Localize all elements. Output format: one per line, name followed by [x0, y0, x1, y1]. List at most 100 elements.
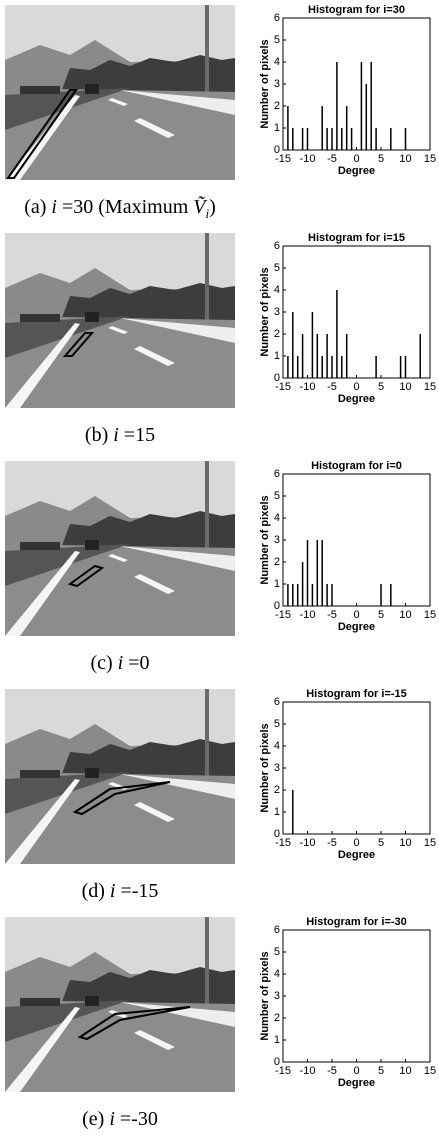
x-tick-label: 10	[399, 1065, 411, 1077]
chart-title: Histogram for i=0	[311, 460, 402, 472]
x-axis-label: Degree	[338, 165, 375, 177]
y-tick-label: 4	[274, 968, 280, 980]
caption-part: (d)	[82, 880, 110, 902]
x-tick-label: -15	[275, 1065, 291, 1077]
x-tick-label: 15	[424, 1065, 436, 1077]
road-photo	[5, 233, 235, 408]
y-tick-label: 3	[274, 990, 280, 1002]
road-photo	[5, 461, 235, 636]
y-tick-label: 3	[274, 534, 280, 546]
y-tick-label: 5	[274, 718, 280, 730]
chart-title: Histogram for i=15	[308, 232, 405, 244]
y-axis-label: Number of pixels	[259, 723, 271, 812]
y-tick-label: 4	[274, 512, 280, 524]
caption-part: (a)	[24, 196, 51, 218]
plot-frame	[282, 245, 431, 379]
y-axis-label: Number of pixels	[259, 951, 271, 1040]
caption-part: =-30	[115, 1108, 158, 1130]
caption-part: Ṽ	[193, 194, 208, 218]
y-tick-label: 1	[274, 578, 280, 590]
x-axis-label: Degree	[338, 393, 375, 405]
caption-part: i	[110, 880, 116, 902]
x-tick-label: -15	[275, 381, 291, 393]
y-tick-label: 1	[274, 1034, 280, 1046]
y-tick-label: 5	[274, 34, 280, 46]
road-photo	[5, 917, 235, 1092]
x-tick-label: 10	[399, 381, 411, 393]
x-tick-label: -15	[275, 837, 291, 849]
x-tick-label: 0	[353, 609, 359, 621]
panel: Histogram for i=15 0 1 2 3 4 5 6 -15 -10 -5 0 5 10 15 D…	[85, 232, 436, 446]
panel: Histogram for i=30 0 1 2 3 4 5 6 -15 -10 -5 0 5 10 15 D…	[24, 4, 436, 222]
y-axis-label: Number of pixels	[259, 267, 271, 356]
x-tick-label: 5	[378, 381, 384, 393]
caption-part: =0	[123, 652, 149, 674]
y-tick-label: 6	[274, 240, 280, 252]
plot-frame	[282, 701, 431, 835]
y-tick-label: 3	[274, 762, 280, 774]
y-tick-label: 6	[274, 12, 280, 24]
x-tick-label: -5	[327, 837, 337, 849]
y-tick-label: 6	[274, 468, 280, 480]
caption-part: i	[113, 424, 119, 446]
caption: (c) i =0	[90, 652, 149, 674]
y-tick-label: 2	[274, 1012, 280, 1024]
chart-title: Histogram for i=-15	[306, 688, 407, 700]
y-tick-label: 5	[274, 946, 280, 958]
x-tick-label: -10	[300, 1065, 316, 1077]
y-tick-label: 3	[274, 78, 280, 90]
road-photo	[5, 689, 235, 864]
y-tick-label: 1	[274, 122, 280, 134]
chart-title: Histogram for i=30	[308, 4, 405, 16]
caption-part: =-15	[115, 880, 158, 902]
caption-part: i	[118, 652, 124, 674]
plot-frame	[282, 929, 431, 1063]
x-axis-label: Degree	[338, 621, 375, 633]
caption-part: (b)	[85, 424, 113, 446]
x-tick-label: 15	[424, 609, 436, 621]
x-tick-label: -10	[300, 381, 316, 393]
panel: Histogram for i=-30 0 1 2 3 4 5 6 -15 -10 -5 0 5 10 15…	[82, 916, 436, 1130]
x-tick-label: -5	[327, 609, 337, 621]
road-photo	[5, 5, 235, 180]
x-tick-label: 15	[424, 837, 436, 849]
y-tick-label: 1	[274, 350, 280, 362]
x-tick-label: -5	[327, 381, 337, 393]
x-tick-label: 5	[378, 153, 384, 165]
x-tick-label: 5	[378, 837, 384, 849]
chart-title: Histogram for i=-30	[306, 916, 407, 928]
caption-part: (c)	[90, 652, 117, 674]
y-tick-label: 2	[274, 784, 280, 796]
x-tick-label: -15	[275, 609, 291, 621]
x-tick-label: -5	[327, 153, 337, 165]
caption-part: (e)	[82, 1108, 109, 1130]
caption: (d) i =-15	[82, 880, 159, 902]
caption: (a) i =30 (Maximum Ṽi)	[24, 194, 216, 222]
y-tick-label: 0	[274, 600, 280, 612]
plot-frame	[282, 473, 431, 607]
y-axis-label: Number of pixels	[259, 39, 271, 128]
y-tick-label: 0	[274, 144, 280, 156]
y-tick-label: 4	[274, 56, 280, 68]
y-tick-label: 5	[274, 262, 280, 274]
x-tick-label: -10	[300, 153, 316, 165]
caption-part: )	[209, 196, 216, 218]
x-tick-label: -10	[300, 837, 316, 849]
panel: Histogram for i=0 0 1 2 3 4 5 6 -15 -10 -5 0 5 10 15 De…	[90, 460, 436, 674]
y-tick-label: 0	[274, 372, 280, 384]
y-axis-label: Number of pixels	[259, 495, 271, 584]
x-tick-label: 10	[399, 153, 411, 165]
x-tick-label: 15	[424, 381, 436, 393]
caption-part: i	[205, 206, 209, 221]
x-tick-label: -15	[275, 153, 291, 165]
y-tick-label: 0	[274, 1056, 280, 1068]
y-tick-label: 2	[274, 556, 280, 568]
caption: (e) i =-30	[82, 1108, 158, 1130]
y-tick-label: 4	[274, 284, 280, 296]
y-tick-label: 5	[274, 490, 280, 502]
x-tick-label: 0	[353, 1065, 359, 1077]
x-tick-label: 0	[353, 381, 359, 393]
y-tick-label: 1	[274, 806, 280, 818]
x-tick-label: 5	[378, 1065, 384, 1077]
